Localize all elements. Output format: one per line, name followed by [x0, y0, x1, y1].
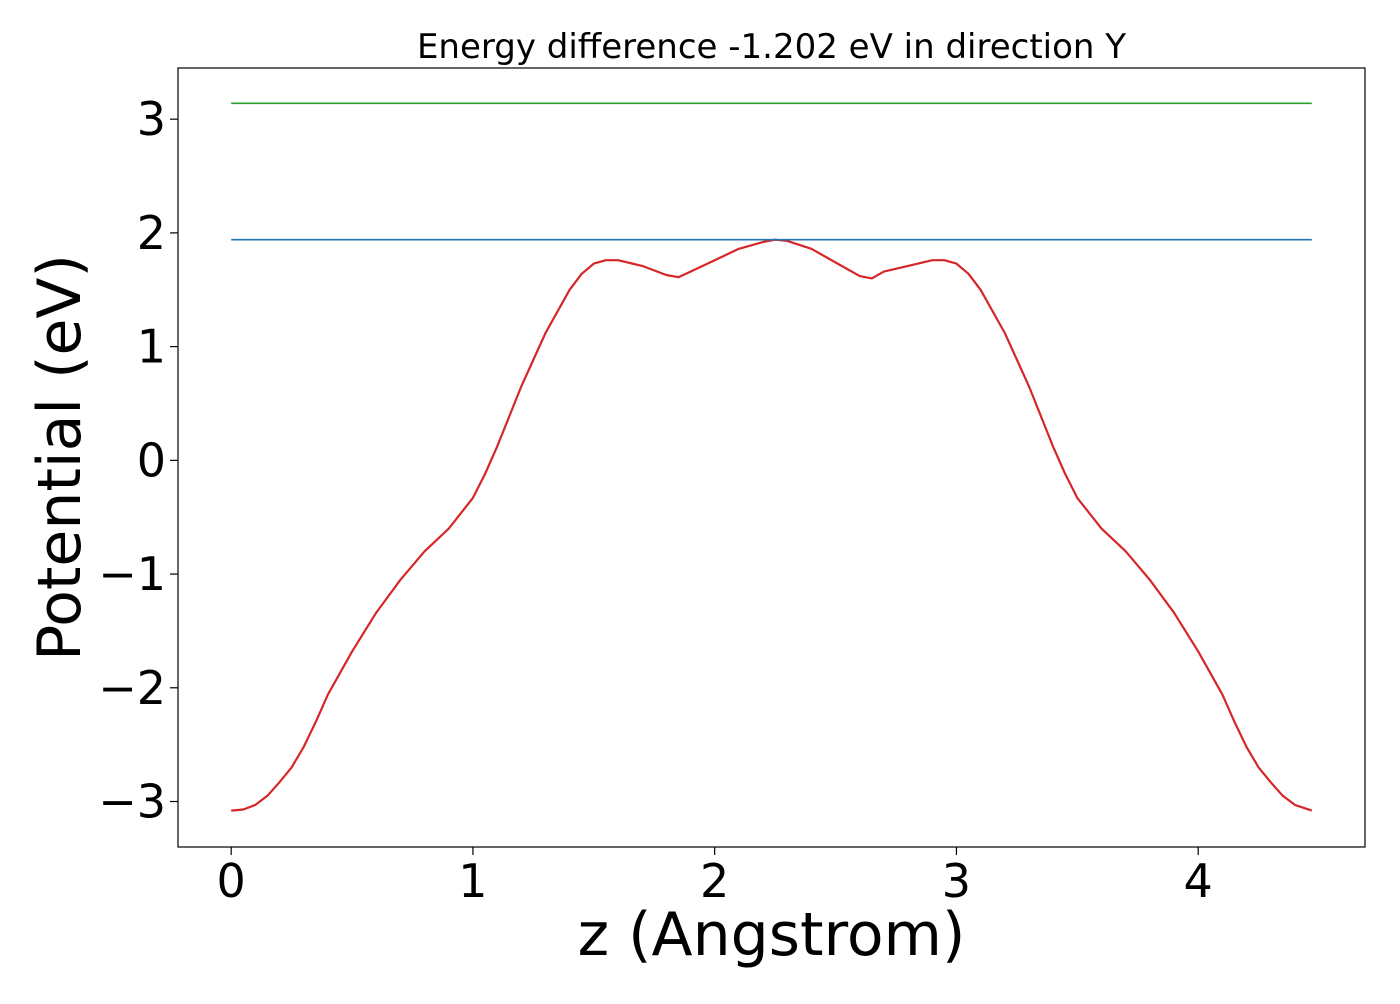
x-tick-label: 0 [217, 854, 246, 908]
y-axis-label: Potential (eV) [25, 254, 95, 661]
series-line-1 [231, 238, 1313, 812]
y-tick-label: 1 [137, 320, 166, 374]
y-tick-label: 0 [137, 433, 166, 487]
chart-title: Energy difference -1.202 eV in direction… [417, 27, 1126, 67]
y-tick-label: −2 [98, 661, 166, 715]
x-axis-label: z (Angstrom) [578, 900, 966, 970]
x-tick-label: 2 [700, 854, 729, 908]
x-tick-label: 3 [942, 854, 971, 908]
y-tick-label: −3 [98, 775, 166, 829]
y-tick-label: −1 [98, 547, 166, 601]
plot-area-frame [177, 67, 1366, 848]
series-layer [231, 102, 1313, 812]
y-tick-label: 3 [137, 92, 166, 146]
y-tick-label: 2 [137, 206, 166, 260]
tick-layer: 0 1 2 3 4 3 2 1 0 −1 −2 −3 [98, 92, 1213, 908]
x-tick-label: 4 [1184, 854, 1213, 908]
x-tick-label: 1 [458, 854, 487, 908]
